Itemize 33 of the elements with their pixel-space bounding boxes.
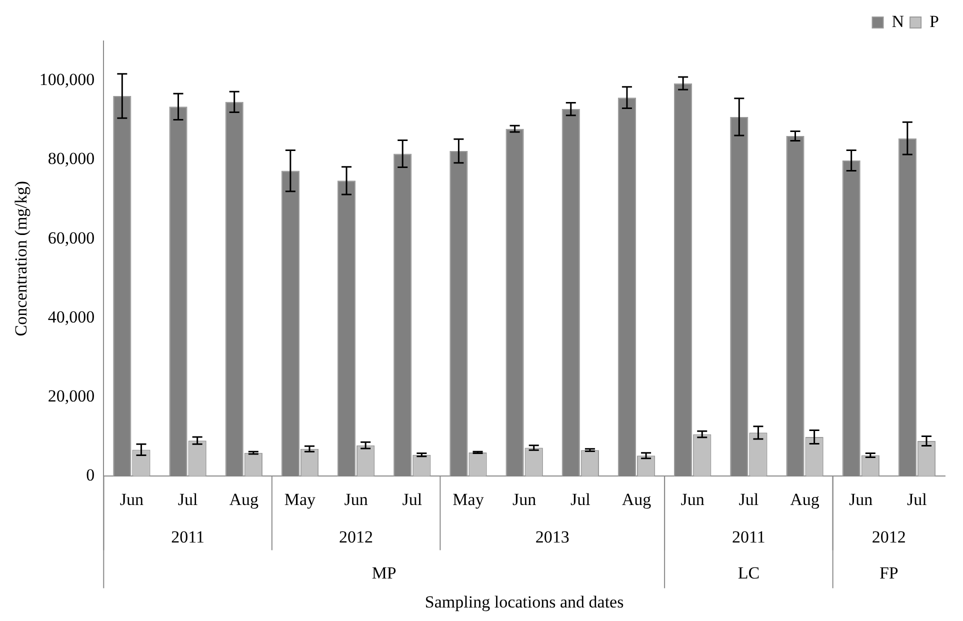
y-tick-label: 40,000 bbox=[48, 307, 95, 326]
legend-label: P bbox=[930, 12, 940, 31]
x-tick-label: Jul bbox=[402, 490, 422, 509]
x-tick-label: Jun bbox=[680, 490, 705, 509]
y-tick-label: 0 bbox=[86, 466, 95, 485]
y-tick-label: 80,000 bbox=[48, 149, 95, 168]
x-tick-label: Jul bbox=[178, 490, 198, 509]
x-tick-label: May bbox=[452, 490, 484, 509]
text: 2011 bbox=[171, 528, 204, 547]
y-tick-label: 100,000 bbox=[39, 70, 95, 90]
legend-label: N bbox=[892, 12, 904, 31]
x-tick-label: Jun bbox=[120, 490, 144, 509]
y-axis-title: Concentration (mg/kg) bbox=[12, 180, 31, 336]
x-tick-label: Jun bbox=[344, 490, 368, 509]
text: 2013 bbox=[535, 528, 570, 547]
x-tick-label: May bbox=[284, 490, 316, 509]
x-tick-label: Jun bbox=[849, 490, 874, 509]
text: 2012 bbox=[339, 528, 374, 547]
x-tick-label: Aug bbox=[622, 490, 652, 509]
x-tick-label: Jul bbox=[907, 490, 928, 509]
x-axis-title: Sampling locations and dates bbox=[424, 592, 624, 612]
text: FP bbox=[879, 564, 898, 583]
y-tick-label: 60,000 bbox=[48, 228, 95, 248]
text: MP bbox=[372, 564, 396, 583]
x-tick-label: Jun bbox=[512, 490, 537, 509]
x-tick-label: Jul bbox=[570, 490, 591, 509]
text: 2012 bbox=[872, 528, 906, 547]
text: LC bbox=[738, 564, 760, 583]
x-tick-label: Aug bbox=[790, 490, 820, 509]
x-tick-label: Jul bbox=[738, 490, 759, 509]
x-tick-label: Aug bbox=[229, 490, 260, 509]
text: 2011 bbox=[732, 528, 766, 547]
y-tick-label: 20,000 bbox=[48, 386, 95, 406]
